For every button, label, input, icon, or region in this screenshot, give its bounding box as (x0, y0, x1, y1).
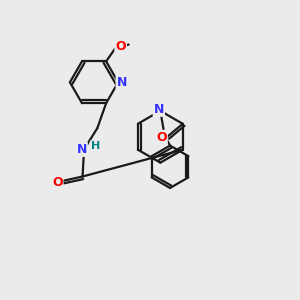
Text: O: O (52, 176, 63, 189)
Text: O: O (156, 131, 167, 144)
Text: O: O (116, 40, 126, 53)
Text: H: H (91, 142, 100, 152)
Text: N: N (116, 76, 127, 89)
Text: N: N (154, 103, 164, 116)
Text: N: N (76, 143, 87, 156)
